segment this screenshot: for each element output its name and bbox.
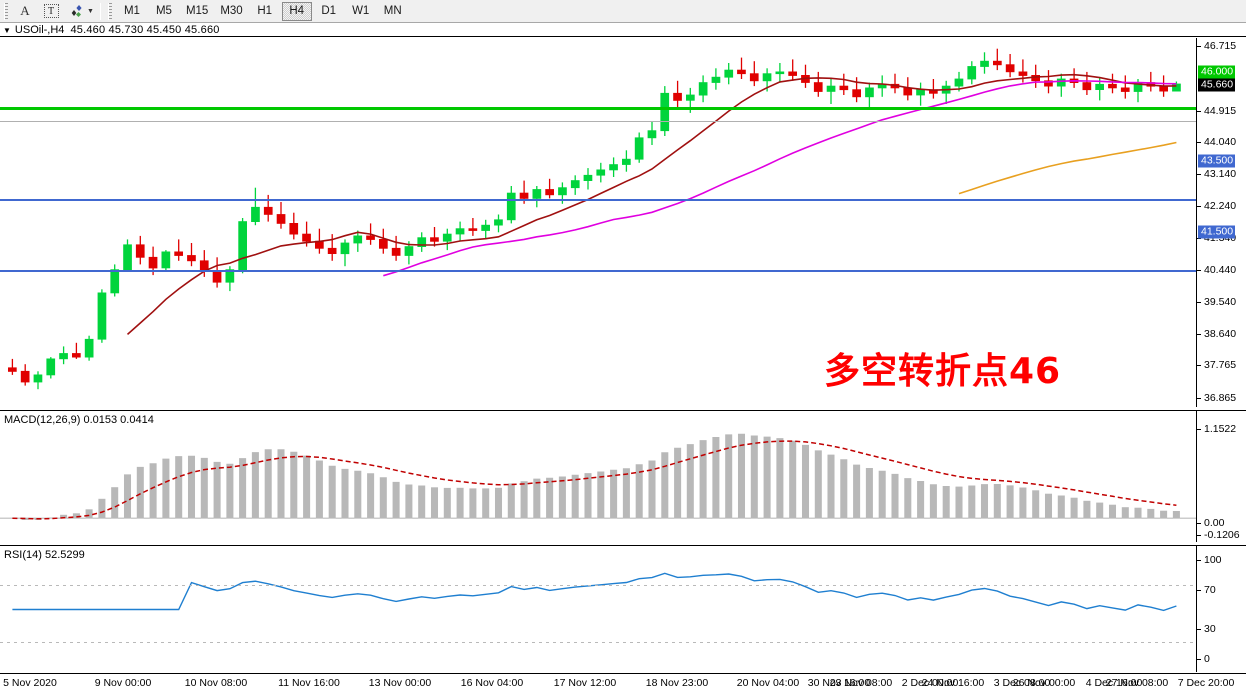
rsi-series [12,572,1177,612]
time-tick-0: 5 Nov 2020 [3,677,57,689]
time-tick-1: 9 Nov 00:00 [94,677,152,689]
price-tick-44-915: 44.915 [1197,105,1236,117]
time-tick-10: 24 Nov 16:00 [921,677,985,689]
price-tick-43-140: 43.140 [1197,168,1236,180]
level-46000-badge[interactable]: 46.000 [1198,65,1236,79]
text-box-glyph: T [43,4,59,18]
time-tick-6: 17 Nov 12:00 [553,677,617,689]
toolbar-grip[interactable] [4,2,8,20]
price-tick-46-715: 46.715 [1197,40,1236,52]
price-tick-40-440: 40.440 [1197,264,1236,276]
timeframe-button-mn[interactable]: MN [383,5,402,17]
timeframe-group: M1 M5 M15 M30 H1 H4 D1 W1 MN [116,1,409,21]
timeframe-button-h1[interactable]: H1 [257,5,273,17]
price-tick-39-540: 39.540 [1197,296,1236,308]
price-tick-42-240: 42.240 [1197,200,1236,212]
rsi-tick-70: 70 [1197,584,1216,596]
macd-tick-0: 1.1522 [1197,423,1236,435]
rsi-label: RSI(14) 52.5299 [4,549,85,561]
price-chart-pane[interactable]: 多空转折点46 46.715 44.915 44.040 43.140 42.240 41… [0,38,1246,407]
price-tick-36-865: 36.865 [1197,392,1236,404]
timeframe-button-h4[interactable]: H4 [281,1,312,21]
current-price-badge[interactable]: 45.660 [1198,78,1236,92]
time-axis[interactable]: 5 Nov 2020 9 Nov 00:00 10 Nov 08:00 11 Nov … [0,673,1246,694]
macd-series [0,433,1196,520]
time-tick-5: 16 Nov 04:00 [460,677,524,689]
time-tick-7: 18 Nov 23:00 [645,677,709,689]
text-box-icon[interactable]: T [38,1,64,22]
level-43500-badge[interactable]: 43.500 [1198,154,1236,168]
time-tick-16: 4 Dec 16:00 [1085,677,1143,689]
objects-icon[interactable] [64,1,90,22]
rsi-tick-0: 0 [1197,653,1210,665]
time-tick-17: 7 Dec 20:00 [1177,677,1235,689]
macd-indicator-pane[interactable]: MACD(12,26,9) 0.0153 0.0414 1.1522 0.00 -0… [0,410,1246,542]
candlestick-series [7,48,1181,390]
time-tick-8: 20 Nov 04:00 [736,677,800,689]
price-tick-37-765: 37.765 [1197,359,1236,371]
timeframe-button-m15[interactable]: M15 [185,5,209,17]
symbol-ohlc-quotes: 45.460 45.730 45.450 45.660 [70,24,220,36]
rsi-level-70-line [0,585,1196,586]
timeframe-grip[interactable] [107,2,112,20]
price-axis[interactable]: 46.71544.91544.04043.14042.24041.34040.4… [1196,38,1246,407]
macd-tick-2: -0.1206 [1197,529,1240,541]
timeframe-button-m5[interactable]: M5 [155,5,172,17]
time-tick-9: 23 Nov 08:00 [829,677,893,689]
objects-dropdown-caret-icon[interactable]: ▼ [87,7,94,15]
timeframe-button-m30[interactable]: M30 [220,5,243,17]
timeframe-button-m1[interactable]: M1 [123,5,140,17]
symbol-info-bar: ▼ USOil-,H4 45.460 45.730 45.450 45.660 [0,24,1246,37]
time-tick-13: 30 Nov 16:00 [807,677,871,689]
macd-label: MACD(12,26,9) 0.0153 0.0414 [4,414,154,426]
text-label-icon[interactable]: A [20,3,30,18]
rsi-level-30-line [0,642,1196,643]
objects-glyph [71,5,82,17]
support-line-41500[interactable] [0,270,1196,272]
time-tick-11: 26 Nov 00:00 [1012,677,1076,689]
time-tick-3: 11 Nov 16:00 [278,677,340,689]
rsi-tick-100: 100 [1197,554,1222,566]
time-tick-4: 13 Nov 00:00 [368,677,432,689]
macd-tick-1: 0.00 [1197,517,1224,529]
current-price-line [0,121,1196,122]
time-tick-2: 10 Nov 08:00 [184,677,248,689]
macd-axis[interactable]: 1.1522 0.00 -0.1206 [1196,411,1246,542]
rsi-indicator-pane[interactable]: RSI(14) 52.5299 100 70 30 0 [0,545,1246,672]
level-41500-badge[interactable]: 41.500 [1198,225,1236,239]
main-toolbar: A T ▼ M1 M5 M15 M30 H1 H4 D1 W1 MN [0,0,1246,23]
support-line-43500[interactable] [0,199,1196,201]
timeframe-button-d1[interactable]: D1 [321,5,337,17]
resistance-line-46000[interactable] [0,107,1196,110]
rsi-axis[interactable]: 100 70 30 0 [1196,546,1246,672]
symbol-collapse-icon[interactable]: ▼ [3,25,11,35]
time-tick-12: 27 Nov 08:00 [1105,677,1169,689]
time-tick-14: 2 Dec 00:00 [901,677,959,689]
price-tick-38-640: 38.640 [1197,328,1236,340]
symbol-name: USOil-,H4 [14,24,65,36]
chart-annotation-text[interactable]: 多空转折点46 [824,351,1062,392]
macd-plot-area[interactable]: MACD(12,26,9) 0.0153 0.0414 [0,411,1196,542]
timeframe-button-w1[interactable]: W1 [352,5,370,17]
rsi-tick-30: 30 [1197,623,1216,635]
toolbar-separator [99,2,101,20]
price-tick-44-040: 44.040 [1197,136,1236,148]
time-tick-15: 3 Dec 08:00 [993,677,1051,689]
rsi-plot-area[interactable]: RSI(14) 52.5299 [0,546,1196,672]
price-plot-area[interactable] [0,38,1196,407]
